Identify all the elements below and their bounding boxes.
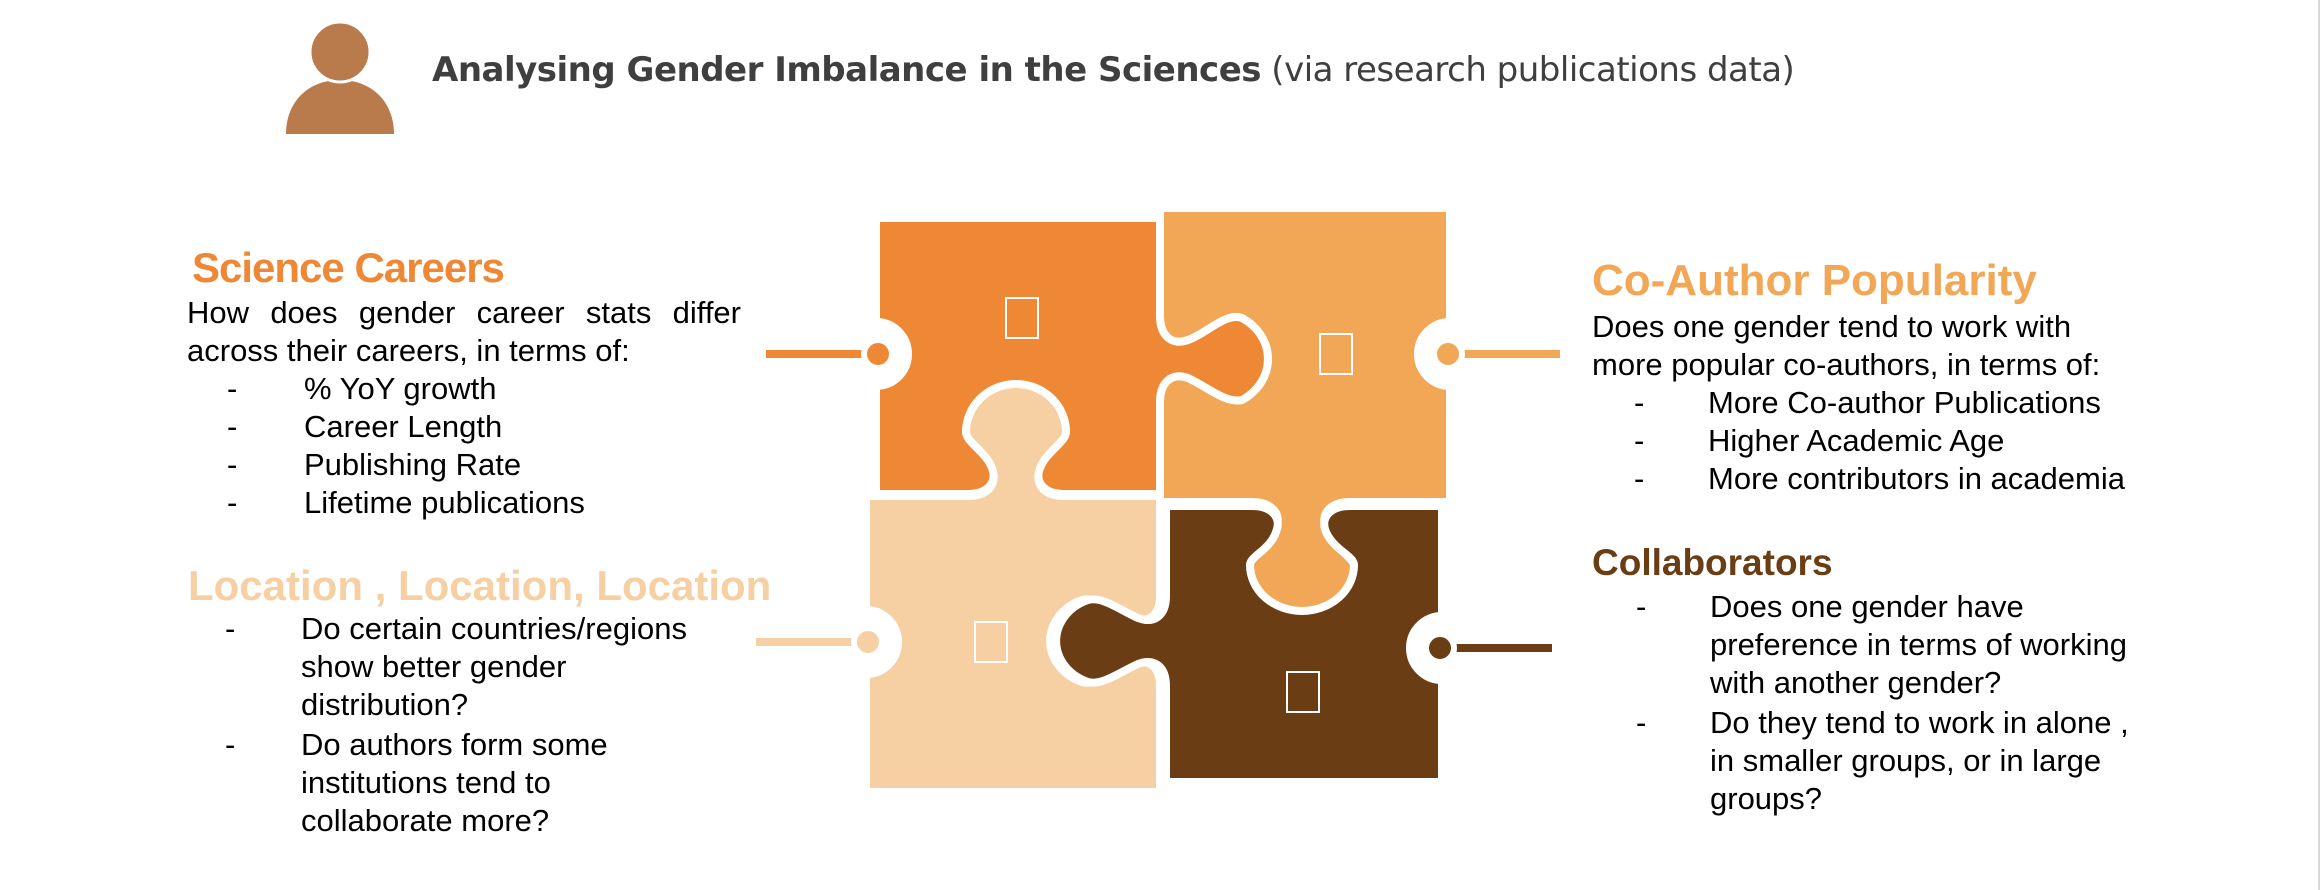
list-item: - Publishing Rate	[227, 447, 522, 482]
title-bold: Analysing Gender Imbalance in the Scienc…	[432, 50, 1262, 90]
location-body: - Do certain countries/regions show bette…	[225, 610, 735, 840]
connector-dot-coauthor	[1431, 337, 1465, 371]
puzzle-diagram	[756, 204, 1560, 796]
list-item: - More Co-author Publications	[1634, 385, 2101, 420]
list-item: - More contributors in academia	[1634, 461, 2125, 496]
coauthor-popularity-body: Does one gender tend to work with more p…	[1592, 308, 2192, 498]
placeholder-icon-collaborators	[1286, 671, 1320, 713]
list-item: - Do certain countries/regions show bette…	[225, 611, 687, 722]
science-careers-heading: Science Careers	[192, 244, 505, 291]
coauthor-popularity-heading: Co-Author Popularity	[1592, 256, 2037, 305]
list-item: - Do they tend to work in alone , in smal…	[1636, 705, 2129, 816]
collaborators-heading: Collaborators	[1592, 542, 1833, 583]
slide-edge-rule	[2318, 0, 2320, 890]
collaborators-body: - Does one gender have preference in term…	[1636, 588, 2196, 818]
placeholder-icon-location	[974, 621, 1008, 663]
placeholder-icon-coauthor	[1319, 333, 1353, 375]
puzzle-piece-collaborators	[1052, 502, 1446, 786]
coauthor-intro: Does one gender tend to work with more p…	[1592, 309, 2101, 382]
list-item: - Higher Academic Age	[1634, 423, 2005, 458]
connector-dot-collaborators	[1423, 631, 1457, 665]
science-careers-list: -% YoY growth - Career Length - Publishing…	[227, 370, 741, 522]
coauthor-list: - More Co-author Publications - Higher Aca…	[1634, 384, 2192, 498]
list-item: - Does one gender have preference in term…	[1636, 589, 2127, 700]
location-heading: Location , Location, Location	[188, 562, 772, 609]
list-item: - Do authors form some institutions tend …	[225, 727, 608, 838]
collaborators-list: - Does one gender have preference in term…	[1636, 588, 2196, 818]
science-careers-body: How does gender career stats differ acro…	[187, 294, 741, 522]
list-item: - Lifetime publications	[227, 485, 585, 520]
location-list: - Do certain countries/regions show bette…	[225, 610, 735, 840]
list-item: - Career Length	[227, 409, 503, 444]
placeholder-icon-science-careers	[1005, 297, 1039, 339]
connector-dot-location	[851, 625, 885, 659]
title-subtitle: (via research publications data)	[1261, 50, 1795, 90]
connector-dot-science-careers	[861, 337, 895, 371]
person-icon	[286, 20, 394, 134]
list-item: -% YoY growth	[227, 371, 497, 406]
science-careers-intro: How does gender career stats differ acro…	[187, 295, 741, 368]
page-title: Analysing Gender Imbalance in the Scienc…	[432, 50, 1795, 90]
